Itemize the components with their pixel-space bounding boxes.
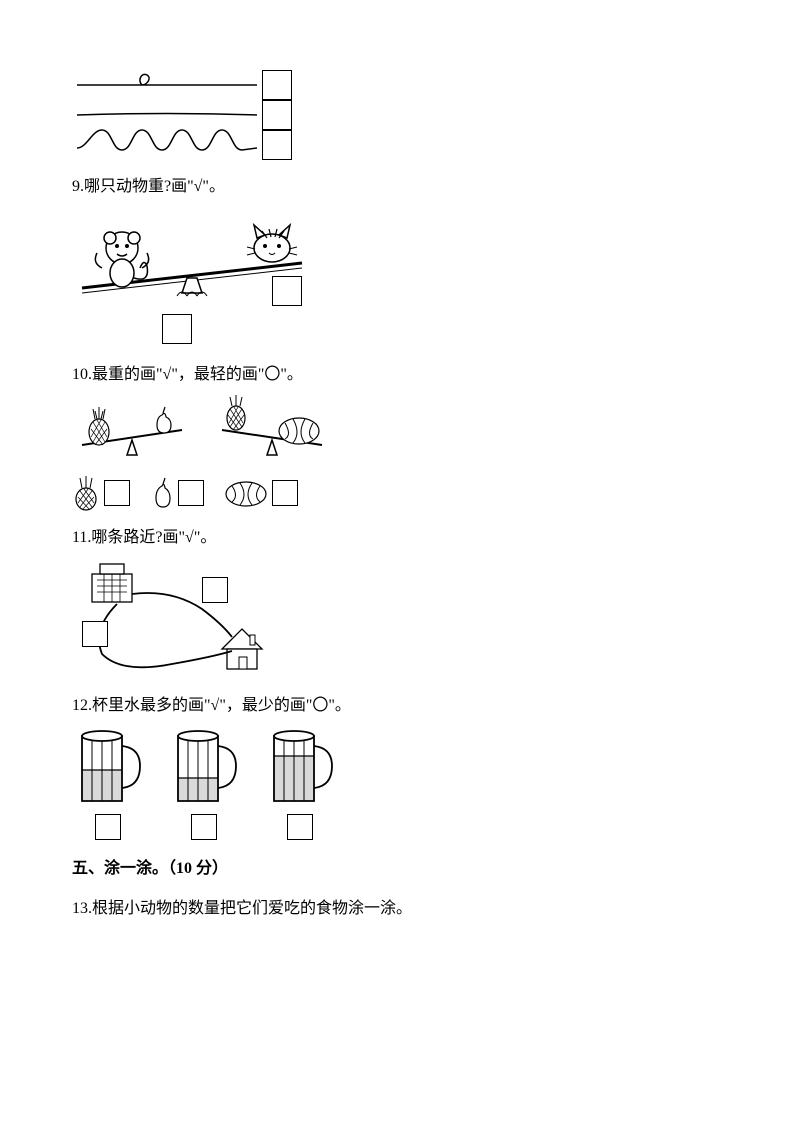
- section-5-header: 五、涂一涂。（10 分）: [72, 856, 721, 882]
- q11-answer-box-bottom-path[interactable]: [82, 621, 108, 647]
- q10-choices: [72, 475, 721, 511]
- q12-text: 12.杯里水最多的画"√"，最少的画"〇"。: [72, 693, 721, 719]
- q10-answer-box-pear[interactable]: [178, 480, 204, 506]
- paths-map-icon: [72, 559, 292, 679]
- cup-icon-2: [168, 726, 240, 806]
- q8-lines-figure: [72, 70, 292, 160]
- q12-answer-box-1[interactable]: [95, 814, 121, 840]
- q9-text: 9.哪只动物重?画"√"。: [72, 174, 721, 200]
- q11-text: 11.哪条路近?画"√"。: [72, 525, 721, 551]
- q10-text: 10.最重的画"√"，最轻的画"〇"。: [72, 362, 721, 388]
- q9-answer-box-cat[interactable]: [272, 276, 302, 306]
- q9-seesaw-figure: [72, 208, 332, 348]
- q11-paths-figure: [72, 559, 292, 679]
- q12-cups-figure: [72, 726, 721, 840]
- pear-icon: [150, 476, 174, 510]
- q11-answer-box-top-path[interactable]: [202, 577, 228, 603]
- cup-icon-1: [72, 726, 144, 806]
- q8-answer-box-2[interactable]: [262, 100, 292, 130]
- q8-answer-box-3[interactable]: [262, 130, 292, 160]
- q10-answer-box-watermelon[interactable]: [272, 480, 298, 506]
- watermelon-icon: [224, 478, 268, 508]
- q8-answer-box-1[interactable]: [262, 70, 292, 100]
- squiggly-lines-icon: [72, 70, 262, 160]
- q9-answer-box-monkey[interactable]: [162, 314, 192, 344]
- q12-answer-box-3[interactable]: [287, 814, 313, 840]
- cup-icon-3: [264, 726, 336, 806]
- balance-scales-icon: [72, 395, 342, 465]
- q12-answer-box-2[interactable]: [191, 814, 217, 840]
- pineapple-icon: [72, 475, 100, 511]
- q13-text: 13.根据小动物的数量把它们爱吃的食物涂一涂。: [72, 896, 721, 922]
- q10-scales-figure: [72, 395, 721, 465]
- q10-answer-box-pineapple[interactable]: [104, 480, 130, 506]
